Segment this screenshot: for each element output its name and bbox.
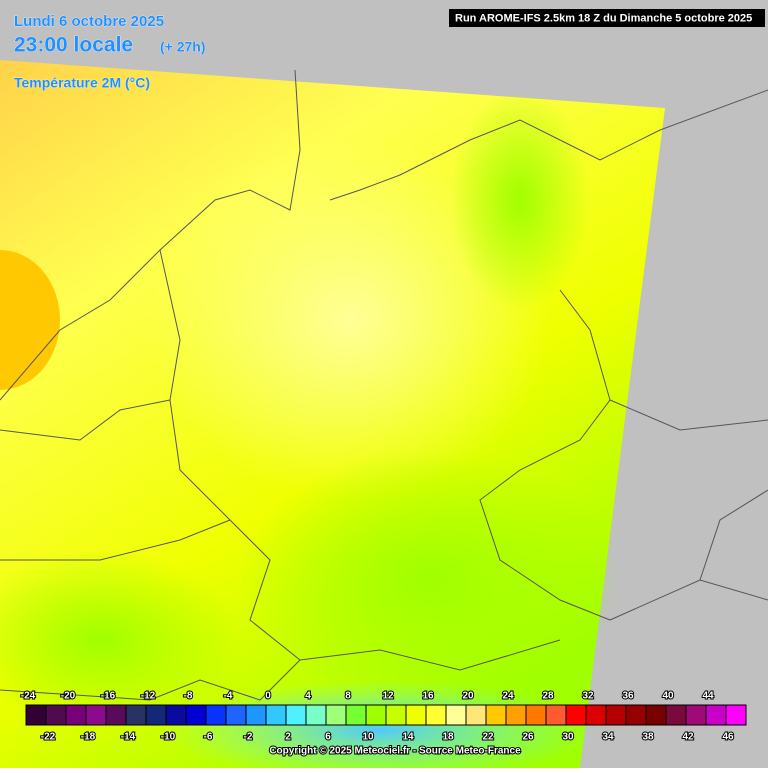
- legend-label: 24: [502, 691, 514, 702]
- legend-label: -20: [61, 691, 76, 702]
- cold-area: [160, 680, 600, 773]
- color-cell: [205, 704, 227, 726]
- color-cell: [345, 704, 367, 726]
- color-cell: [545, 704, 567, 726]
- legend-label: 0: [265, 691, 271, 702]
- color-cell: [405, 704, 427, 726]
- color-cell: [125, 704, 147, 726]
- color-cell: [505, 704, 527, 726]
- color-cell: [385, 704, 407, 726]
- cool-area: [450, 90, 590, 310]
- legend-label: -8: [184, 691, 193, 702]
- forecast-date: Lundi 6 octobre 2025: [14, 13, 164, 30]
- color-cell: [165, 704, 187, 726]
- borders: [0, 69, 768, 701]
- color-cell: [65, 704, 87, 726]
- legend-label: -22: [41, 732, 56, 743]
- legend-label: 12: [382, 691, 394, 702]
- warm-area: [150, 140, 550, 500]
- legend-label: 40: [662, 691, 674, 702]
- color-cell: [585, 704, 607, 726]
- color-cell: [285, 704, 307, 726]
- variable: Température 2M (°C): [14, 75, 150, 91]
- color-cell: [685, 704, 707, 726]
- color-cell: [665, 704, 687, 726]
- legend-label: 10: [362, 732, 374, 743]
- legend-label: 46: [722, 732, 734, 743]
- color-cell: [465, 704, 487, 726]
- color-cell: [25, 704, 47, 726]
- cool-area: [0, 550, 240, 730]
- legend-label: 44: [702, 691, 714, 702]
- color-cell: [225, 704, 247, 726]
- color-cell: [185, 704, 207, 726]
- copyright: Copyright © 2025 Meteociel.fr - Source M…: [269, 746, 521, 757]
- legend-label: 14: [402, 732, 414, 743]
- color-cell: [605, 704, 627, 726]
- color-cell: [565, 704, 587, 726]
- color-cell: [45, 704, 67, 726]
- legend-label: 20: [462, 691, 474, 702]
- color-cell: [485, 704, 507, 726]
- color-cell: [145, 704, 167, 726]
- legend-label: 38: [642, 732, 654, 743]
- legend-label: -2: [244, 732, 253, 743]
- color-cell: [325, 704, 347, 726]
- legend-label: 28: [542, 691, 554, 702]
- legend-label: 2: [285, 732, 291, 743]
- legend-label: -18: [81, 732, 96, 743]
- color-cell: [85, 704, 107, 726]
- color-cell: [705, 704, 727, 726]
- warm-area: [0, 250, 60, 390]
- color-cell: [445, 704, 467, 726]
- legend-label: -10: [161, 732, 176, 743]
- color-cell: [305, 704, 327, 726]
- color-cell: [245, 704, 267, 726]
- legend-label: 18: [442, 732, 454, 743]
- legend-label: -16: [101, 691, 116, 702]
- legend-label: 22: [482, 732, 494, 743]
- cool-area: [240, 450, 620, 710]
- colorbar: -24-22-20-18-16-14-12-10-8-6-4-202468101…: [20, 690, 747, 744]
- lead-time: (+ 27h): [160, 39, 206, 55]
- color-cell: [425, 704, 447, 726]
- legend-label: 26: [522, 732, 534, 743]
- legend-label: 16: [422, 691, 434, 702]
- legend-label: 42: [682, 732, 694, 743]
- legend-label: -6: [204, 732, 213, 743]
- run-box: [449, 9, 765, 27]
- legend-label: -14: [121, 732, 136, 743]
- run-info: Run AROME-IFS 2.5km 18 Z du Dimanche 5 o…: [455, 12, 752, 24]
- legend-label: 30: [562, 732, 574, 743]
- color-cell: [365, 704, 387, 726]
- legend-label: 36: [622, 691, 634, 702]
- color-cell: [525, 704, 547, 726]
- legend-label: -12: [141, 691, 156, 702]
- legend-label: 8: [345, 691, 351, 702]
- color-cell: [105, 704, 127, 726]
- color-cell: [265, 704, 287, 726]
- color-cell: [645, 704, 667, 726]
- forecast-time: 23:00 locale: [14, 34, 133, 57]
- color-cell: [725, 704, 747, 726]
- legend-label: 34: [602, 732, 614, 743]
- legend-label: -4: [224, 691, 233, 702]
- legend-label: 4: [305, 691, 311, 702]
- legend-label: 6: [325, 732, 331, 743]
- legend-label: 32: [582, 691, 594, 702]
- legend-label: -24: [21, 691, 36, 702]
- color-cell: [625, 704, 647, 726]
